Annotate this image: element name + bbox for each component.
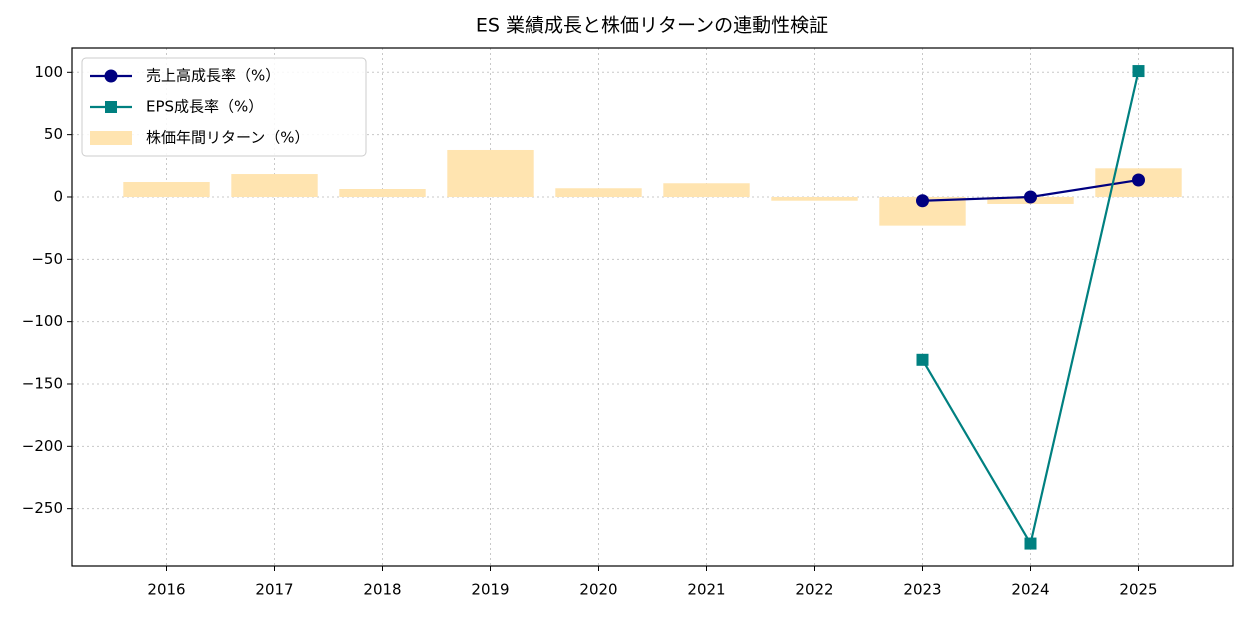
y-tick-label: −50	[31, 250, 63, 268]
y-tick-label: −200	[22, 437, 63, 455]
x-tick-label: 2018	[363, 581, 401, 599]
y-tick-label: −250	[22, 499, 63, 517]
bar	[123, 182, 210, 197]
point	[1024, 190, 1037, 204]
x-tick-label: 2023	[903, 581, 941, 599]
bar	[447, 149, 534, 197]
bar	[231, 174, 318, 197]
point	[916, 194, 929, 208]
chart-title: ES 業績成長と株価リターンの連動性検証	[476, 15, 828, 37]
bar	[771, 196, 858, 201]
x-tick-label: 2021	[687, 581, 725, 599]
legend-label: 株価年間リターン（%）	[146, 129, 310, 147]
plot-frame	[71, 47, 1234, 567]
x-tick-label: 2022	[795, 581, 833, 599]
point	[1132, 173, 1145, 187]
y-tick-label: 50	[44, 125, 63, 143]
legend-swatch	[90, 131, 132, 145]
x-tick-label: 2016	[147, 581, 185, 599]
legend-box	[81, 57, 367, 157]
y-tick-label: 0	[53, 187, 63, 205]
x-tick-label: 2019	[471, 581, 509, 599]
y-tick-label: −100	[22, 312, 63, 330]
point	[1132, 65, 1145, 78]
legend-marker	[105, 101, 117, 113]
point	[916, 353, 929, 366]
x-tick-label: 2017	[255, 581, 293, 599]
bar	[663, 183, 750, 197]
point	[1024, 537, 1037, 550]
x-tick-label: 2024	[1011, 581, 1049, 599]
line	[921, 70, 1140, 547]
legend-marker	[104, 69, 118, 83]
y-tick-label: 100	[34, 63, 63, 81]
x-tick-label: 2020	[579, 581, 617, 599]
y-tick-label: −150	[22, 374, 63, 392]
bar	[339, 189, 426, 197]
legend-label: EPS成長率（%）	[146, 98, 263, 116]
legend-label: 売上高成長率（%）	[146, 67, 280, 85]
x-tick-label: 2025	[1119, 581, 1157, 599]
bar	[555, 188, 642, 197]
